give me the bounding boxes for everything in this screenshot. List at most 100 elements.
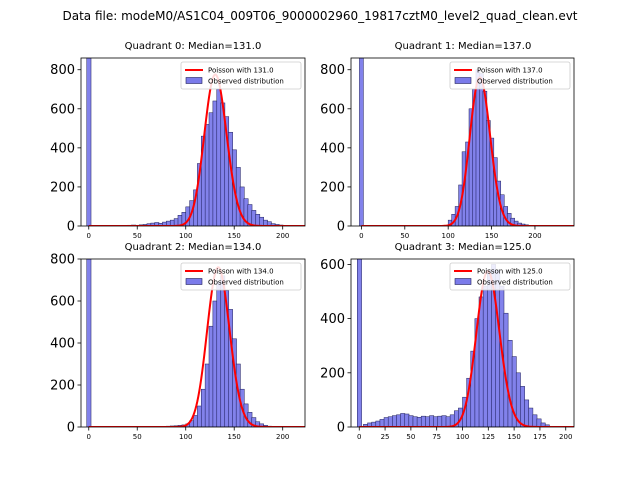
histogram-bar: [259, 216, 264, 226]
y-tick-label: 600: [320, 258, 345, 273]
quadrant-3-title: Quadrant 3: Median=125.0: [395, 242, 532, 253]
x-tick-label: 200: [276, 433, 289, 441]
x-tick-label: 25: [381, 433, 390, 441]
x-tick-label: 0: [87, 232, 91, 240]
x-tick-label: 175: [533, 433, 546, 441]
histogram-bar: [212, 100, 218, 226]
histogram-bar: [429, 415, 435, 427]
quadrant-2-title: Quadrant 2: Median=134.0: [125, 242, 262, 253]
y-tick-label: 400: [320, 141, 345, 156]
histogram-bar: [495, 269, 501, 427]
x-tick-label: 150: [507, 433, 520, 441]
histogram-bar: [392, 415, 397, 427]
quadrant-1-panel: Quadrant 1: Median=137.0 0 200 400 600 800 0 5…: [320, 41, 575, 240]
quadrant-3-panel: Quadrant 3: Median=125.0 0 200 400 600 0 25 50…: [320, 242, 575, 441]
histogram-bar: [524, 399, 530, 427]
histogram-bar: [536, 418, 542, 427]
histogram-bar: [359, 58, 364, 226]
histogram-bar: [387, 416, 393, 427]
histogram-bar: [528, 407, 534, 427]
y-tick-label: 400: [50, 141, 75, 156]
quadrant-0-panel: Quadrant 0: Median=131.0 0 200 400 600 800 0 5…: [50, 41, 306, 240]
y-tick-label: 400: [50, 337, 75, 352]
x-tick-label: 200: [528, 232, 541, 240]
x-tick-label: 0: [87, 433, 91, 441]
legend-label-poisson: Poisson with 137.0: [477, 67, 543, 75]
histogram-bar: [197, 405, 202, 427]
poisson-fit-line: [88, 266, 305, 427]
histogram-bar: [216, 281, 222, 427]
x-tick-label: 50: [400, 232, 409, 240]
legend-bar-swatch: [454, 77, 472, 84]
legend: Poisson with 125.0 Observed distribution: [449, 262, 571, 291]
histogram-bar: [379, 419, 385, 427]
axes-frame: [350, 57, 575, 227]
legend-label-observed: Observed distribution: [208, 279, 284, 287]
legend-label-observed: Observed distribution: [208, 78, 284, 86]
histogram-bar: [482, 285, 488, 427]
y-tick-label: 600: [50, 102, 75, 117]
histogram-bar: [86, 259, 92, 427]
y-tick-label: 0: [67, 421, 75, 436]
y-tick-label: 800: [50, 63, 75, 78]
x-tick-label: 0: [359, 232, 363, 240]
x-tick-label: 75: [432, 433, 441, 441]
histogram-bar: [216, 89, 222, 226]
legend-label-poisson: Poisson with 125.0: [477, 268, 543, 276]
y-tick-label: 200: [50, 379, 75, 394]
quadrant-1-plot-area: [359, 58, 574, 226]
histogram-bar: [433, 416, 439, 427]
legend-bar-swatch: [185, 77, 203, 84]
quadrant-2-plot-area: [86, 259, 305, 427]
histogram-bar: [425, 416, 430, 427]
y-tick-label: 200: [320, 366, 345, 381]
histogram-bar: [220, 275, 226, 427]
x-tick-label: 200: [559, 433, 572, 441]
histogram-bar: [193, 415, 199, 427]
y-tick-label: 0: [67, 220, 75, 235]
quadrant-2-panel: Quadrant 2: Median=134.0 0 200 400 600 800 0 5…: [50, 242, 306, 441]
histogram-bar: [445, 416, 451, 427]
histogram-bar: [357, 259, 362, 427]
x-tick-label: 100: [179, 433, 192, 441]
histogram-bar: [507, 340, 513, 427]
x-tick-label: 0: [357, 433, 361, 441]
y-tick-label: 400: [320, 312, 345, 327]
legend: Poisson with 131.0 Observed distribution: [180, 61, 302, 90]
y-tick-label: 0: [337, 421, 345, 436]
histogram-bar: [400, 413, 406, 427]
y-tick-label: 200: [50, 180, 75, 195]
histogram-bar: [404, 413, 410, 427]
quadrant-0-title: Quadrant 0: Median=131.0: [125, 41, 262, 52]
histogram-bar: [487, 269, 492, 427]
x-tick-label: 100: [441, 232, 454, 240]
y-tick-label: 800: [320, 63, 345, 78]
legend-label-observed: Observed distribution: [477, 279, 553, 287]
histogram-bar: [208, 112, 214, 226]
histogram-bar: [212, 300, 218, 427]
axes-frame: [80, 57, 306, 227]
legend-bar-swatch: [185, 278, 203, 285]
histogram-bar: [532, 414, 538, 427]
legend-label-poisson: Poisson with 131.0: [208, 67, 274, 75]
histogram-bar: [437, 415, 443, 427]
histogram-bar: [200, 388, 206, 427]
poisson-fit-line: [359, 270, 574, 427]
histogram-bar: [396, 414, 402, 427]
legend-bar-swatch: [454, 278, 472, 285]
histogram-bar: [412, 416, 418, 427]
legend-label-poisson: Poisson with 134.0: [208, 268, 274, 276]
x-tick-label: 100: [456, 433, 469, 441]
histogram-bar: [408, 415, 414, 427]
histogram-bar: [204, 124, 210, 226]
x-tick-label: 125: [482, 433, 495, 441]
histogram-bar: [86, 58, 92, 226]
legend: Poisson with 134.0 Observed distribution: [180, 262, 302, 291]
poisson-fit-line: [361, 76, 574, 226]
x-tick-label: 50: [133, 433, 142, 441]
histogram-bar: [478, 296, 484, 427]
histogram-bar: [251, 210, 257, 226]
x-tick-label: 150: [485, 232, 498, 240]
histogram-bar: [204, 363, 210, 427]
